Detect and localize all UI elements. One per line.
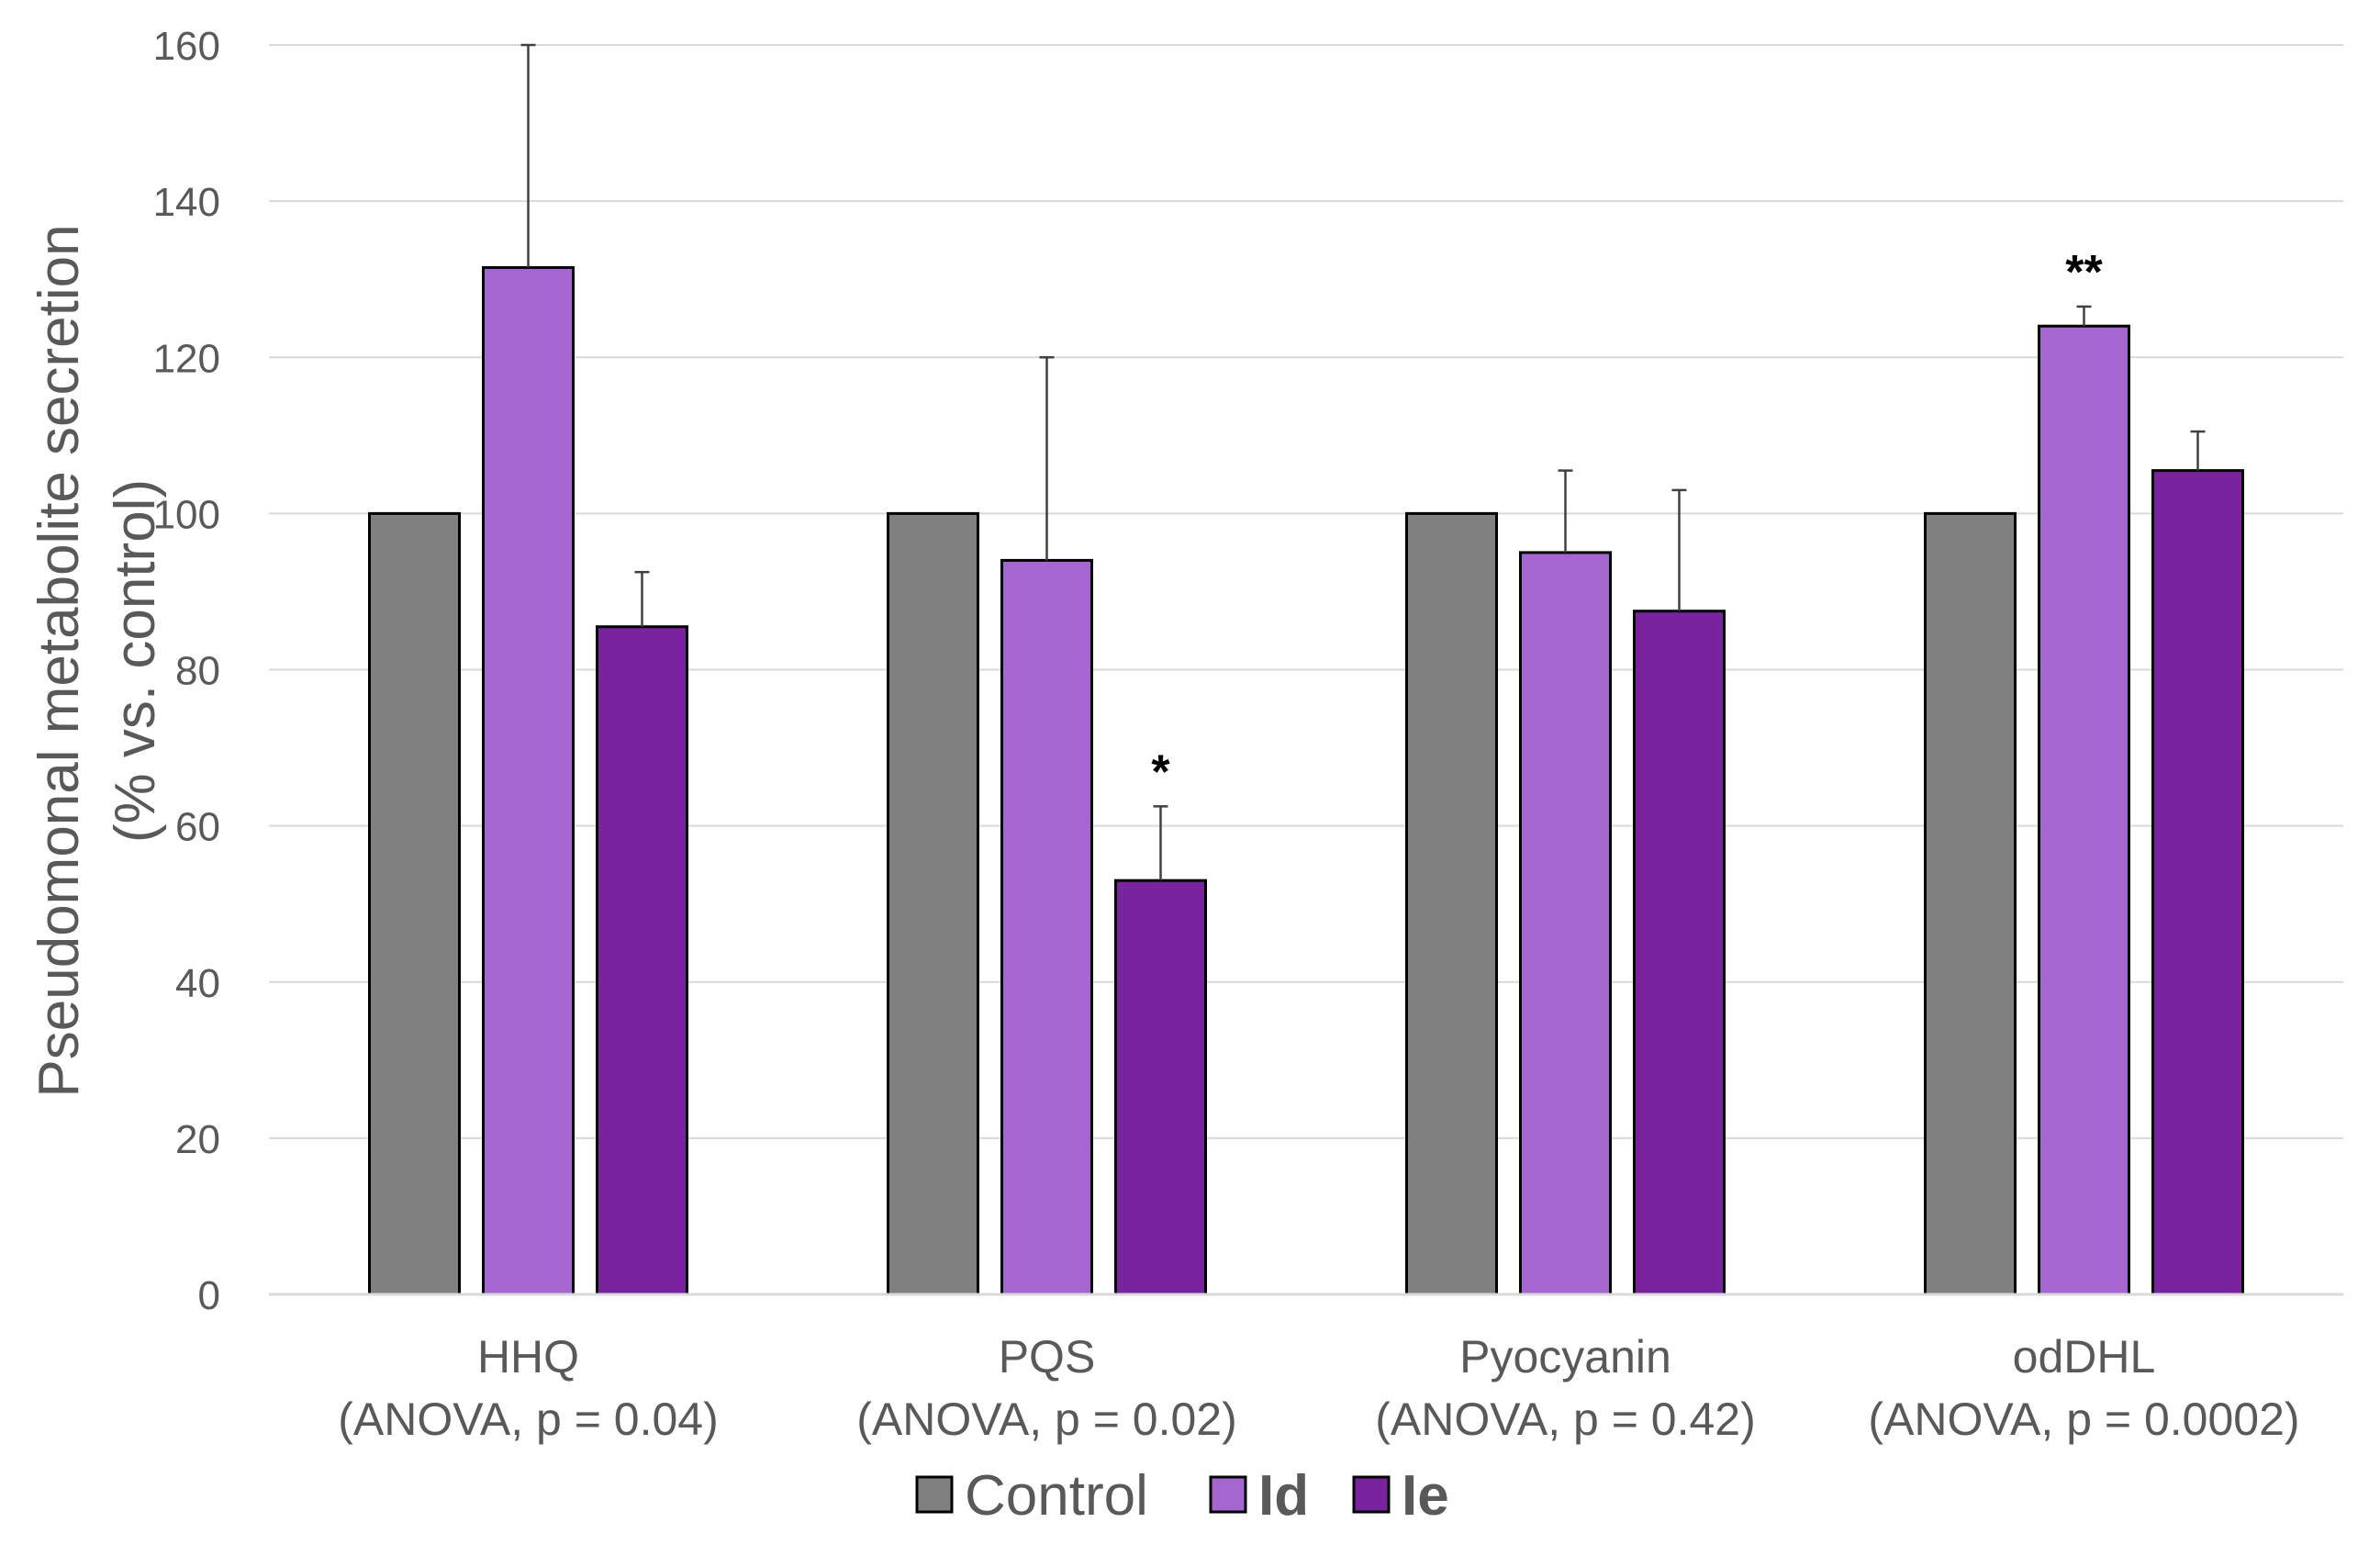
bar-id-oddhl (2038, 324, 2130, 1296)
significance-markers: *** (1151, 246, 2103, 799)
category-subtitle: (ANOVA, p = 0.42) (1375, 1394, 1756, 1445)
category-label: odDHL (2013, 1331, 2156, 1382)
bar-ie-oddhl (2151, 469, 2244, 1296)
y-tick-label: 160 (153, 24, 220, 69)
x-axis-categories: HHQ (ANOVA, p = 0.04) PQS (ANOVA, p = 0.02)… (338, 1331, 2299, 1445)
error-bars (520, 43, 2206, 881)
category-subtitle: (ANOVA, p = 0.0002) (1868, 1394, 2299, 1445)
bar-id-hhq (482, 265, 575, 1296)
y-tick-label: 100 (153, 492, 220, 537)
bar-ie-pqs (1114, 879, 1207, 1296)
y-axis-title-line2: (% vs. control) (104, 479, 167, 843)
gridlines (269, 44, 2343, 1139)
legend-label-control: Control (965, 1464, 1148, 1528)
bar-id-pqs (1000, 558, 1093, 1296)
significance-marker: * (1151, 745, 1170, 799)
y-tick-label: 80 (175, 649, 220, 694)
significance-marker: ** (2065, 246, 2103, 299)
legend-swatch-ie (1352, 1475, 1391, 1514)
y-axis-title: Pseudomonal metabolite secretion (28, 224, 91, 1097)
y-tick-label: 40 (175, 961, 220, 1006)
legend-label-ie: Ie (1402, 1464, 1449, 1528)
legend-swatch-id (1209, 1475, 1247, 1514)
bar-ie-pyocyanin (1633, 610, 1726, 1296)
legend-swatch-control (915, 1475, 954, 1514)
bar-id-pyocyanin (1519, 551, 1612, 1296)
category-label: HHQ (477, 1331, 579, 1382)
bar-ie-hhq (596, 625, 688, 1296)
bar-control-pyocyanin (1405, 511, 1498, 1296)
legend-label-id: Id (1258, 1464, 1309, 1528)
legend: Control Id Ie (915, 1464, 1449, 1528)
bar-control-oddhl (1924, 511, 2017, 1296)
bars (368, 265, 2244, 1296)
y-tick-label: 60 (175, 805, 220, 850)
bar-control-hhq (368, 511, 461, 1296)
bar-control-pqs (887, 511, 979, 1296)
category-label: Pyocyanin (1459, 1331, 1671, 1382)
category-label: PQS (999, 1331, 1096, 1382)
category-subtitle: (ANOVA, p = 0.02) (856, 1394, 1237, 1445)
category-subtitle: (ANOVA, p = 0.04) (338, 1394, 719, 1445)
y-tick-label: 20 (175, 1117, 220, 1162)
y-axis-ticks: 0 20 40 60 80 100 120 140 160 (153, 24, 220, 1318)
y-tick-label: 140 (153, 180, 220, 225)
y-tick-label: 0 (198, 1273, 220, 1318)
y-tick-label: 120 (153, 336, 220, 381)
